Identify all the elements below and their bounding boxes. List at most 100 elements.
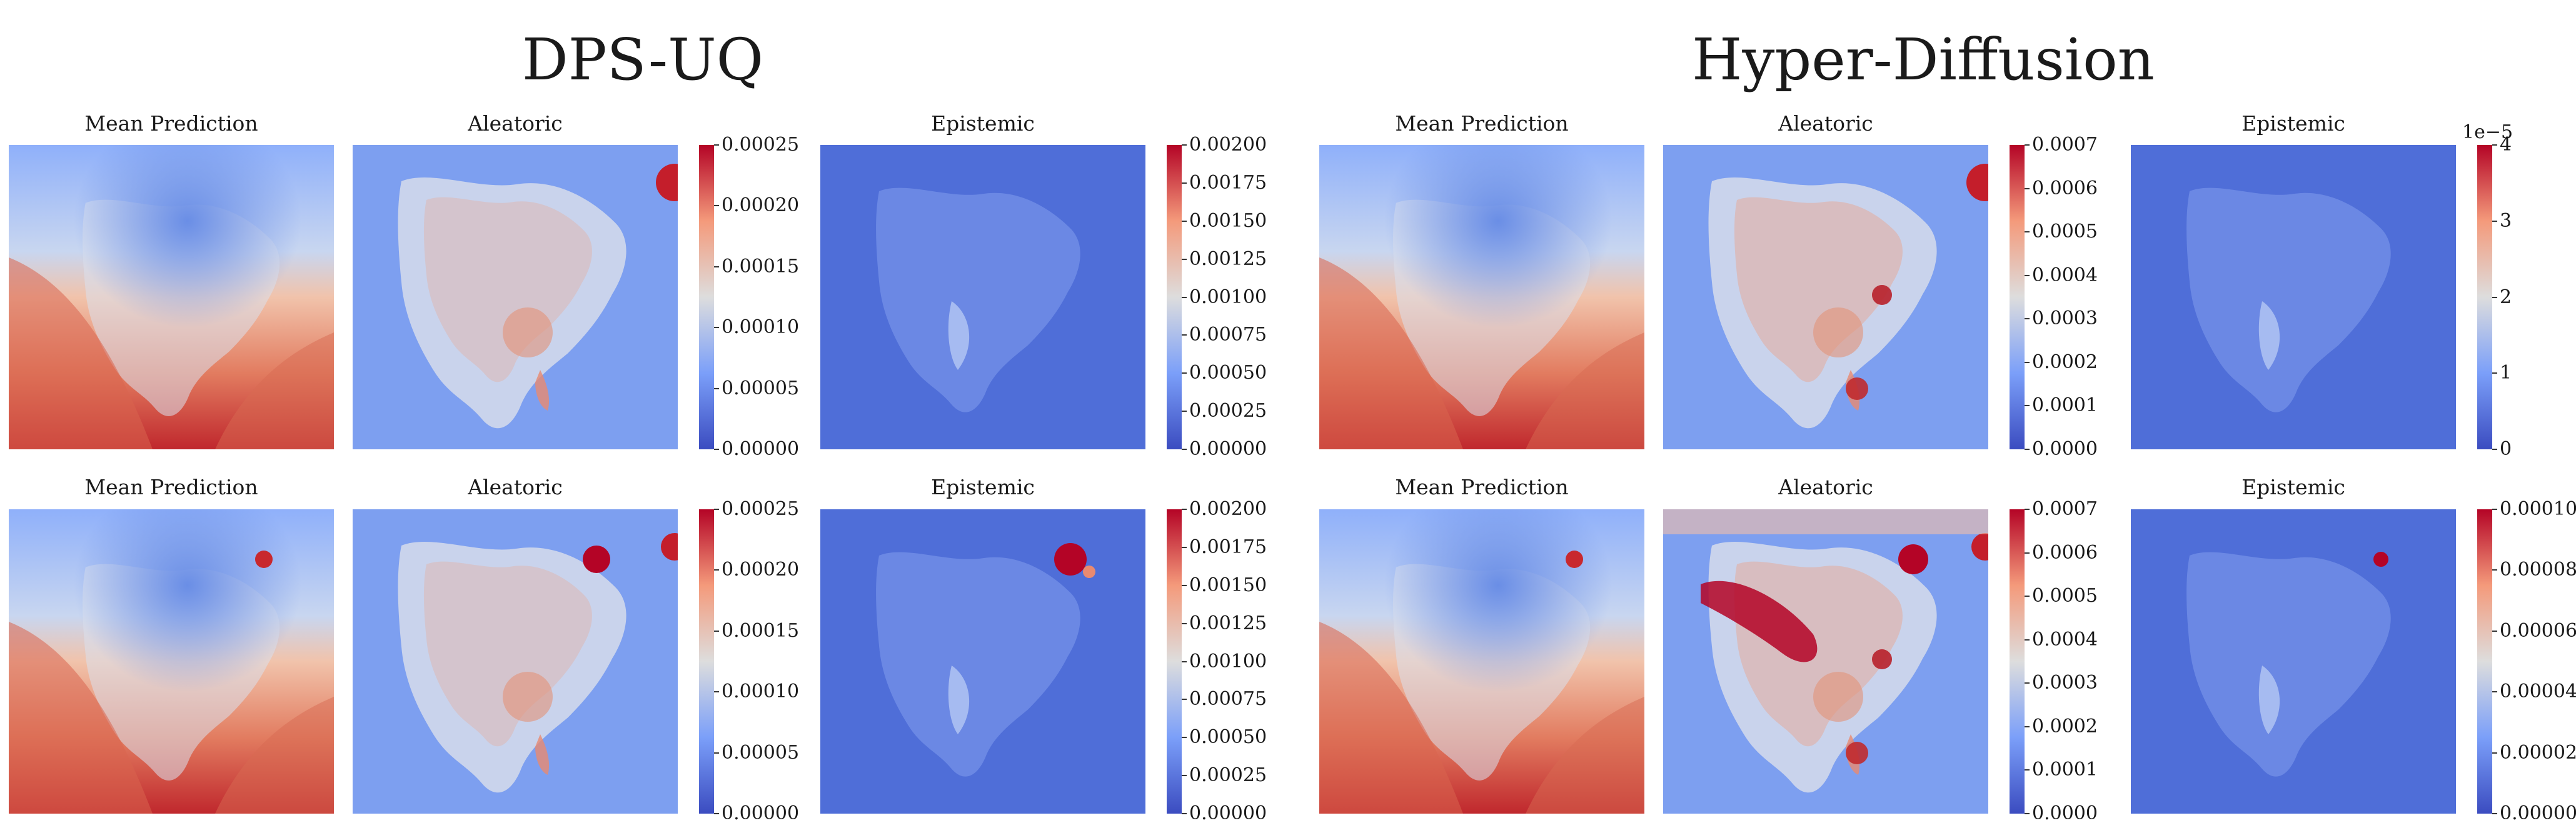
colorbar-tick-mark [2025,187,2030,189]
panel-title: Epistemic [2241,111,2345,136]
panel-title: Epistemic [2241,475,2345,499]
colorbar-tick-label: 0.00004 [2500,681,2576,703]
colorbar-tick-mark [2025,144,2030,146]
colorbar-tick-label: 0.00005 [722,741,800,764]
colorbar-tick-mark [2025,405,2030,407]
colorbar-tick-label: 0.0000 [2032,438,2098,460]
heatmap-mean [9,509,334,814]
colorbar-tick-mark [2025,769,2030,771]
colorbar-tick-mark [2025,813,2030,814]
colorbar-tick-label: 0.00025 [722,134,800,156]
colorbar-tick-label: 0.00075 [1189,324,1267,346]
heatmap-mean [1319,509,1644,814]
colorbar-tick-mark [2492,813,2497,814]
panel-title: Aleatoric [468,475,563,499]
colorbar-tick-mark [1182,144,1187,146]
colorbar-tick-label: 0.0000 [2032,802,2098,824]
colorbar-tick-label: 0.00025 [722,498,800,520]
colorbar-tick-mark [2492,569,2497,571]
colorbar-tick-mark [1182,813,1187,814]
colorbar-tick-mark [2025,552,2030,554]
panel-title: Aleatoric [1778,111,1873,136]
colorbar-tick-label: 0.0003 [2032,672,2098,694]
colorbar-tick-label: 0.00100 [1189,650,1267,672]
colorbar-tick-label: 3 [2500,209,2512,232]
colorbar-tick-mark [2492,691,2497,693]
colorbar-tick-label: 0.0006 [2032,541,2098,564]
heatmap-mean [9,145,334,449]
colorbar-tick-label: 0.00000 [1189,802,1267,824]
colorbar-tick-mark [714,691,719,693]
panel-title: Epistemic [931,111,1035,136]
colorbar-tick-label: 1 [2500,362,2512,384]
colorbar-tick-mark [714,509,719,510]
colorbar-tick-mark [714,752,719,754]
colorbar-tick-label: 0.00025 [1189,400,1267,422]
colorbar [1167,509,1182,814]
colorbar-tick-label: 0.00150 [1189,574,1267,596]
colorbar-tick-label: 0.00010 [722,681,800,703]
panel-title: Aleatoric [468,111,563,136]
colorbar-tick-mark [2025,274,2030,276]
colorbar-tick-mark [1182,372,1187,374]
panel-title: Mean Prediction [84,475,258,499]
colorbar-scale-label: 1e−5 [2462,121,2513,143]
colorbar-tick-label: 0.00000 [2500,802,2576,824]
heatmap-aleatoric [353,509,678,814]
colorbar-tick-mark [2492,449,2497,450]
colorbar [2477,145,2492,449]
colorbar-tick-label: 0.00175 [1189,171,1267,194]
colorbar-tick-mark [2025,682,2030,684]
colorbar-tick-mark [2025,509,2030,510]
colorbar-tick-mark [1182,182,1187,184]
colorbar-tick-label: 0.0001 [2032,759,2098,781]
group-title: Hyper-Diffusion [1692,26,2155,93]
colorbar-tick-label: 0.00006 [2500,619,2576,642]
colorbar [699,145,714,449]
colorbar-tick-mark [714,813,719,814]
heatmap-mean [1319,145,1644,449]
colorbar-tick-label: 0.0007 [2032,498,2098,520]
colorbar-tick-mark [1182,737,1187,739]
colorbar-tick-mark [1182,546,1187,548]
panel-title: Mean Prediction [1395,111,1569,136]
colorbar-tick-label: 0.00002 [2500,741,2576,764]
colorbar-tick-mark [2025,726,2030,727]
colorbar-tick-mark [2025,596,2030,597]
colorbar-tick-label: 0.00125 [1189,247,1267,270]
heatmap-aleatoric [353,145,678,449]
colorbar-tick-label: 2 [2500,286,2512,308]
colorbar-tick-mark [1182,220,1187,222]
colorbar-tick-mark [1182,296,1187,298]
colorbar-tick-mark [714,266,719,267]
colorbar-tick-label: 0.0002 [2032,351,2098,373]
colorbar-tick-mark [1182,258,1187,260]
colorbar-tick-label: 0.00005 [722,377,800,399]
colorbar-tick-label: 4 [2500,134,2512,156]
colorbar [2010,145,2025,449]
colorbar-tick-mark [714,144,719,146]
panel-title: Epistemic [931,475,1035,499]
colorbar-tick-label: 0.0005 [2032,585,2098,607]
group-title: DPS-UQ [521,26,764,93]
colorbar [1167,145,1182,449]
colorbar-tick-mark [714,630,719,632]
colorbar-tick-label: 0.0001 [2032,394,2098,417]
colorbar-tick-label: 0.00010 [2500,498,2576,520]
colorbar-tick-mark [2492,296,2497,298]
colorbar-tick-mark [2492,752,2497,754]
colorbar-tick-label: 0.00020 [722,194,800,217]
colorbar-tick-label: 0.00050 [1189,726,1267,749]
colorbar-tick-mark [2492,220,2497,222]
colorbar-tick-label: 0.00000 [722,802,800,824]
colorbar-tick-label: 0.00000 [1189,438,1267,460]
colorbar-tick-mark [1182,699,1187,701]
colorbar-tick-label: 0.00200 [1189,134,1267,156]
colorbar-tick-mark [714,449,719,450]
colorbar-tick-label: 0.0007 [2032,134,2098,156]
colorbar-tick-mark [1182,449,1187,450]
colorbar-tick-mark [714,327,719,329]
colorbar-tick-mark [1182,509,1187,510]
colorbar [699,509,714,814]
colorbar-tick-mark [1182,775,1187,777]
